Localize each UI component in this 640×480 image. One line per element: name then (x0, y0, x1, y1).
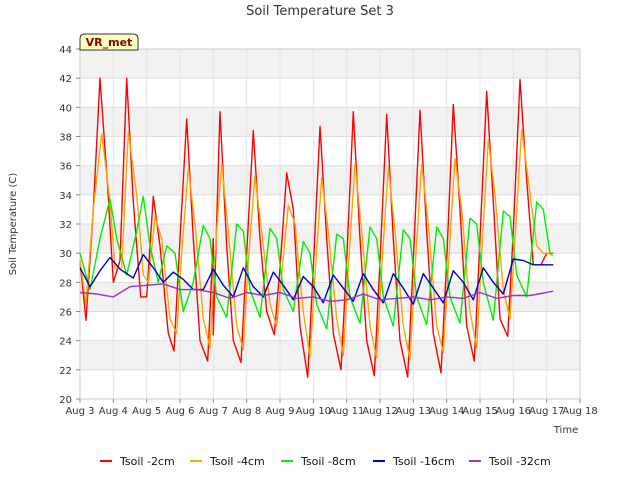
x-tick-label: Aug 8 (232, 406, 261, 417)
x-tick-label: Aug 9 (265, 406, 294, 417)
y-tick-label: 38 (59, 133, 72, 144)
chart-title: Soil Temperature Set 3 (246, 4, 394, 19)
x-tick-label: Aug 3 (65, 406, 94, 417)
y-tick-label: 36 (59, 162, 72, 173)
legend-label: Tsoil -16cm (392, 455, 455, 468)
x-tick-label: Aug 6 (165, 406, 194, 417)
x-tick-label: Aug 4 (99, 406, 128, 417)
y-tick-label: 40 (59, 103, 72, 114)
y-axis-label: Soil Temperature (C) (8, 173, 19, 276)
x-tick-label: Aug 15 (462, 406, 497, 417)
y-tick-label: 22 (59, 366, 72, 377)
series-line-tsoil-2cm (79, 77, 554, 378)
legend-label: Tsoil -4cm (209, 455, 265, 468)
x-tick-label: Aug 17 (529, 406, 564, 417)
plot-band (80, 165, 580, 195)
legend-label: Tsoil -32cm (488, 455, 551, 468)
x-tick-label: Aug 7 (199, 406, 228, 417)
x-tick-label: Aug 5 (132, 406, 161, 417)
y-tick-label: 34 (59, 191, 72, 202)
legend-label: Tsoil -8cm (300, 455, 356, 468)
x-tick-label: Aug 12 (362, 406, 397, 417)
badge-box (79, 33, 139, 51)
y-tick-label: 44 (59, 45, 72, 56)
plot-band (80, 369, 580, 399)
series-line-tsoil-16cm (79, 253, 554, 305)
plot-band (80, 107, 580, 137)
tick-labels: 20 22 24 26 28 30 32 34 36 38 40 42 44 Aug 3 Aug 4 Aug … (59, 45, 597, 417)
badge-label: VR_met (86, 36, 133, 49)
x-axis-label: Time (553, 425, 578, 436)
x-tick-label: Aug 14 (429, 406, 464, 417)
vr-met-badge: VR_met (79, 33, 139, 51)
plot-band (80, 136, 580, 166)
y-tick-label: 24 (59, 337, 72, 348)
y-tick-label: 28 (59, 278, 72, 289)
legend: Tsoil -2cm Tsoil -4cm Tsoil -8cm Tsoil -16c… (100, 455, 551, 468)
series-line-tsoil-8cm (79, 195, 554, 330)
x-tick-label: Aug 10 (296, 406, 331, 417)
x-tick-label: Aug 13 (396, 406, 431, 417)
y-tick-label: 32 (59, 220, 72, 231)
x-tick-label: Aug 16 (496, 406, 531, 417)
series-line-tsoil-32cm (79, 283, 554, 302)
legend-label: Tsoil -2cm (119, 455, 175, 468)
y-tick-label: 26 (59, 308, 72, 319)
y-tick-label: 42 (59, 74, 72, 85)
y-tick-label: 20 (59, 395, 72, 406)
plot-band (80, 78, 580, 108)
series-line-tsoil-4cm (79, 128, 554, 361)
x-tick-label: Aug 11 (329, 406, 364, 417)
x-tick-label: Aug 18 (562, 406, 597, 417)
series-lines (79, 77, 554, 378)
y-tick-label: 30 (59, 249, 72, 260)
plot-band (80, 340, 580, 370)
plot-band (80, 311, 580, 341)
plot-band (80, 49, 580, 79)
